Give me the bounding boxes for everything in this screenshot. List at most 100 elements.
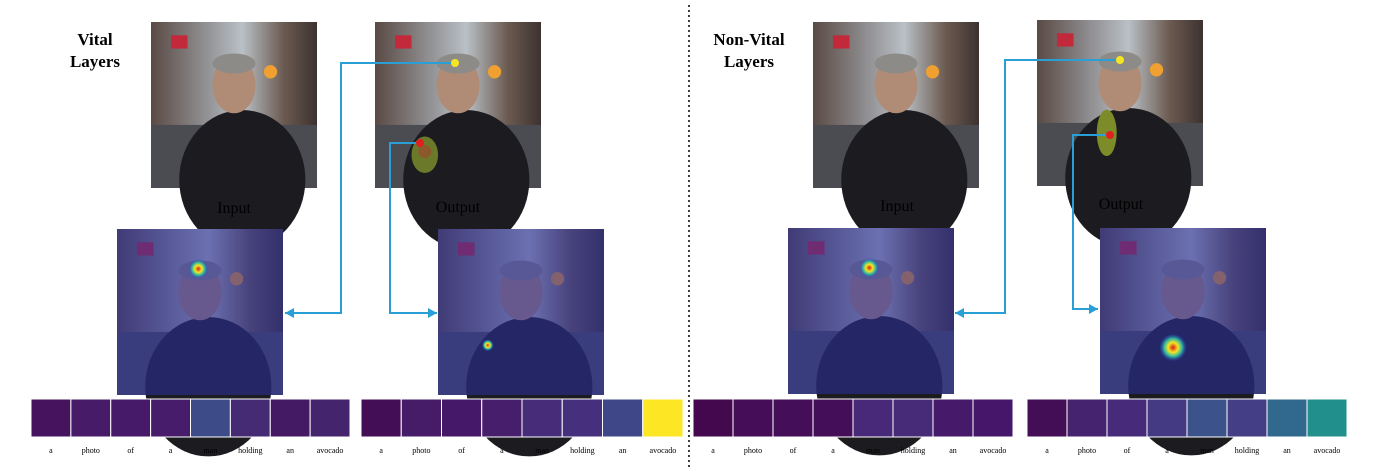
- input-label: Input: [217, 200, 251, 217]
- heat-spot: [188, 258, 209, 279]
- sign: [170, 35, 188, 49]
- attention-cell: [110, 398, 152, 438]
- attention-cell: [70, 398, 112, 438]
- query-point: [451, 59, 459, 67]
- token-label: photo: [82, 446, 100, 455]
- title-line: Layers: [724, 52, 774, 71]
- attention-cell: [229, 398, 271, 438]
- attention-cell: [812, 398, 854, 438]
- token-label: man: [1200, 446, 1214, 455]
- token-label: an: [949, 446, 957, 455]
- token-label: of: [458, 446, 465, 455]
- attention-cell: [1106, 398, 1148, 438]
- arrow: [389, 142, 437, 314]
- token-label: man: [204, 446, 218, 455]
- attention-cell: [642, 398, 684, 438]
- attention-cell: [932, 398, 974, 438]
- token-label: an: [619, 446, 627, 455]
- attention-cell: [772, 398, 814, 438]
- token-label: holding: [901, 446, 925, 455]
- person-hair: [874, 53, 918, 74]
- output-label: Output: [436, 199, 481, 216]
- token-label: a: [500, 446, 504, 455]
- light: [925, 65, 940, 79]
- attention-cell: [269, 398, 311, 438]
- query-point: [1106, 131, 1114, 139]
- token-label: avocado: [1314, 446, 1341, 455]
- heat-overlay: [788, 228, 954, 394]
- light: [1149, 63, 1164, 77]
- attention-cell: [150, 398, 191, 438]
- token-label: of: [127, 446, 134, 455]
- person-body: [1065, 107, 1192, 248]
- token-label: a: [831, 446, 835, 455]
- attention-cell: [360, 398, 402, 438]
- attention-cell: [481, 398, 523, 438]
- output-label: Output: [1099, 196, 1144, 213]
- person-body: [841, 109, 968, 250]
- token-label: photo: [412, 446, 430, 455]
- light: [263, 65, 278, 79]
- token-label: of: [790, 446, 797, 455]
- token-label: holding: [1235, 446, 1259, 455]
- query-point: [416, 139, 424, 147]
- token-label: holding: [238, 446, 262, 455]
- heat-overlay: [1100, 228, 1266, 394]
- token-label: avocado: [980, 446, 1007, 455]
- attention-cell: [309, 398, 351, 438]
- arrow: [1072, 134, 1110, 310]
- attention-cell: [602, 398, 644, 438]
- heat-overlay: [438, 229, 604, 395]
- attention-cell: [1306, 398, 1348, 438]
- person-body: [179, 109, 306, 250]
- attention-cell: [692, 398, 734, 438]
- token-label: holding: [570, 446, 594, 455]
- avocado-pit: [418, 144, 432, 159]
- photo: [151, 22, 317, 250]
- token-label: an: [286, 446, 294, 455]
- token-label: avocado: [317, 446, 344, 455]
- sign: [1056, 33, 1074, 47]
- attention-cell: [30, 398, 72, 438]
- arrowhead: [285, 308, 294, 318]
- title-line: Non-Vital: [713, 30, 784, 49]
- token-label: man: [866, 446, 880, 455]
- sign: [832, 35, 850, 49]
- attention-cell: [732, 398, 774, 438]
- attention-cell: [1026, 398, 1068, 438]
- light: [487, 65, 502, 79]
- token-label: a: [711, 446, 715, 455]
- token-label: photo: [744, 446, 762, 455]
- attention-cell: [852, 398, 894, 438]
- panel-title: Non-Vital Layers: [713, 30, 784, 71]
- input-label: Input: [880, 198, 914, 215]
- attention-cell: [1066, 398, 1108, 438]
- photo: [375, 22, 541, 250]
- panel-title: Vital Layers: [70, 30, 120, 71]
- query-point: [1116, 56, 1124, 64]
- attention-cell: [1226, 398, 1268, 438]
- token-label: a: [379, 446, 383, 455]
- heat-spot: [481, 339, 494, 352]
- arrow: [285, 62, 455, 314]
- attention-cell: [972, 398, 1014, 438]
- attention-cell: [1146, 398, 1188, 438]
- photo: [1037, 20, 1203, 248]
- token-label: of: [1124, 446, 1131, 455]
- arrowhead: [1089, 304, 1098, 314]
- attention-cell: [892, 398, 934, 438]
- token-label: a: [49, 446, 53, 455]
- attention-cell: [561, 398, 603, 438]
- token-label: a: [1165, 446, 1169, 455]
- title-line: Layers: [70, 52, 120, 71]
- heat-spot: [1159, 333, 1188, 362]
- token-label: man: [535, 446, 549, 455]
- token-label: a: [169, 446, 173, 455]
- heat-spot: [859, 257, 880, 278]
- arrowhead: [428, 308, 437, 318]
- token-label: an: [1283, 446, 1291, 455]
- attention-cell: [521, 398, 563, 438]
- token-label: avocado: [650, 446, 677, 455]
